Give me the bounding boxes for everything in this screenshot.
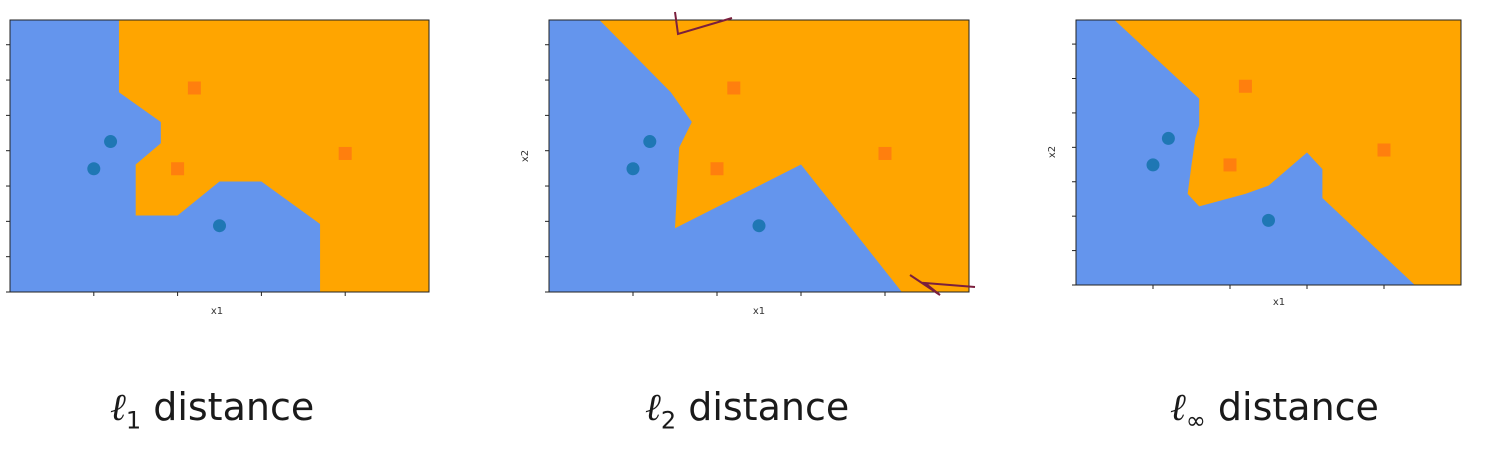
l1-circle-point-1 (104, 135, 118, 149)
l1-circle-point-0 (87, 162, 101, 176)
l2-distance-panel: x1 x2 (500, 0, 990, 330)
l2-plot-frame (548, 19, 970, 293)
linf-square-point-2 (1377, 143, 1391, 157)
l2-square-point-1 (710, 162, 724, 176)
l2-x-axis-label: x1 (753, 306, 765, 317)
l2-circle-point-1 (643, 135, 657, 149)
l1-decision-boundary-plot: x1 (6, 19, 430, 317)
caption-symbol: ℓ (1170, 385, 1186, 429)
l2-square-point-2 (878, 146, 892, 160)
linf-distance-panel: x1 x2 (1040, 0, 1470, 330)
l1-circle-class-region (10, 20, 321, 292)
l2-circle-point-0 (626, 162, 640, 176)
l2-decision-boundary-plot: x1 x2 (520, 11, 976, 317)
caption-subscript: 1 (125, 406, 142, 435)
linf-plot-frame (1075, 19, 1462, 286)
l1-square-point-0 (187, 81, 201, 95)
caption-symbol: ℓ (110, 385, 126, 429)
linf-y-axis-label: x2 (1047, 146, 1058, 158)
caption-subscript: 2 (660, 406, 677, 435)
l1-caption: ℓ1 distance (110, 385, 314, 435)
l2-circle-point-2 (752, 219, 766, 233)
l2-square-point-0 (727, 81, 741, 95)
linf-circle-point-2 (1262, 213, 1275, 227)
linf-circle-class-region (1076, 20, 1415, 285)
caption-text: distance (1217, 385, 1379, 429)
caption-symbol: ℓ (645, 385, 661, 429)
linf-caption: ℓ∞ distance (1170, 385, 1379, 435)
l1-square-point-2 (338, 146, 352, 160)
l1-x-axis-label: x1 (211, 306, 223, 317)
l1-circle-point-2 (213, 219, 226, 233)
linf-decision-boundary-plot: x1 x2 (1047, 19, 1462, 308)
l2-y-axis-label: x2 (520, 150, 531, 162)
l2-circle-class-region (549, 20, 902, 292)
l2-caption: ℓ2 distance (645, 385, 849, 435)
l1-distance-panel: x1 (0, 0, 450, 330)
linf-square-point-1 (1223, 158, 1237, 172)
linf-circle-point-1 (1161, 131, 1175, 145)
caption-text: distance (688, 385, 850, 429)
annotation-stroke (674, 11, 733, 36)
linf-square-point-0 (1238, 79, 1252, 93)
linf-circle-point-0 (1146, 158, 1160, 172)
caption-text: distance (153, 385, 315, 429)
annotation-stroke (909, 274, 976, 296)
l1-plot-frame (9, 19, 430, 293)
l1-square-point-1 (171, 162, 185, 176)
caption-subscript: ∞ (1185, 406, 1206, 435)
linf-x-axis-label: x1 (1273, 297, 1285, 308)
